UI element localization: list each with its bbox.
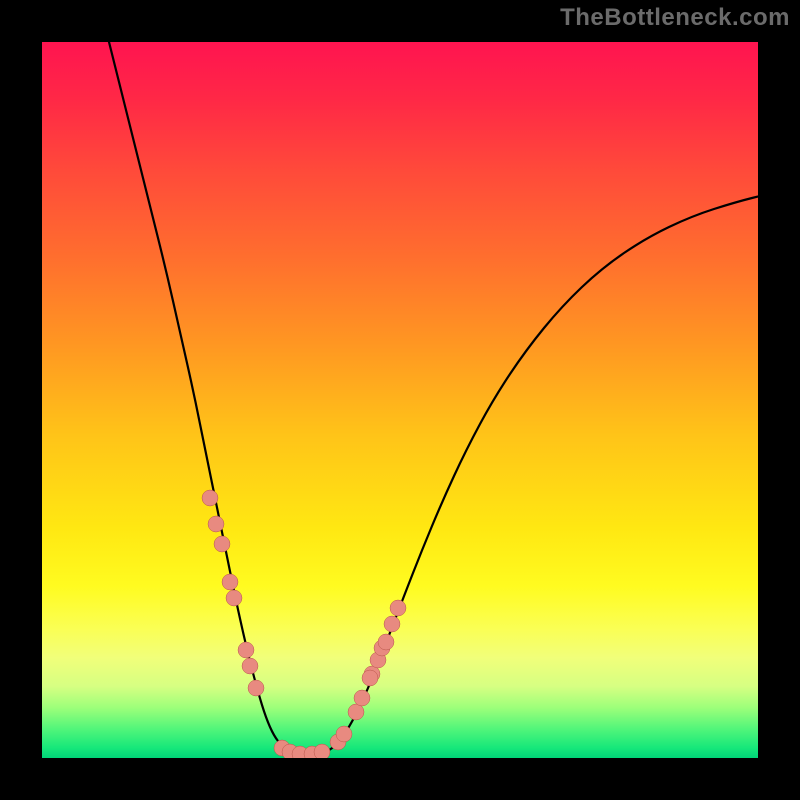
data-marker: [248, 680, 264, 696]
data-marker: [238, 642, 254, 658]
data-marker: [242, 658, 258, 674]
curve-layer: [42, 42, 758, 758]
data-marker: [214, 536, 230, 552]
marker-group: [202, 490, 406, 758]
data-marker: [348, 704, 364, 720]
data-marker: [314, 744, 330, 758]
curve-left-branch: [106, 42, 294, 753]
curve-right-branch: [320, 194, 758, 754]
watermark-text: TheBottleneck.com: [560, 4, 790, 32]
data-marker: [208, 516, 224, 532]
data-marker: [354, 690, 370, 706]
data-marker: [226, 590, 242, 606]
data-marker: [336, 726, 352, 742]
data-marker: [390, 600, 406, 616]
data-marker: [202, 490, 218, 506]
data-marker: [378, 634, 394, 650]
data-marker: [222, 574, 238, 590]
data-marker: [362, 670, 378, 686]
data-marker: [384, 616, 400, 632]
plot-area: [42, 42, 758, 758]
outer-frame: TheBottleneck.com: [0, 0, 800, 800]
